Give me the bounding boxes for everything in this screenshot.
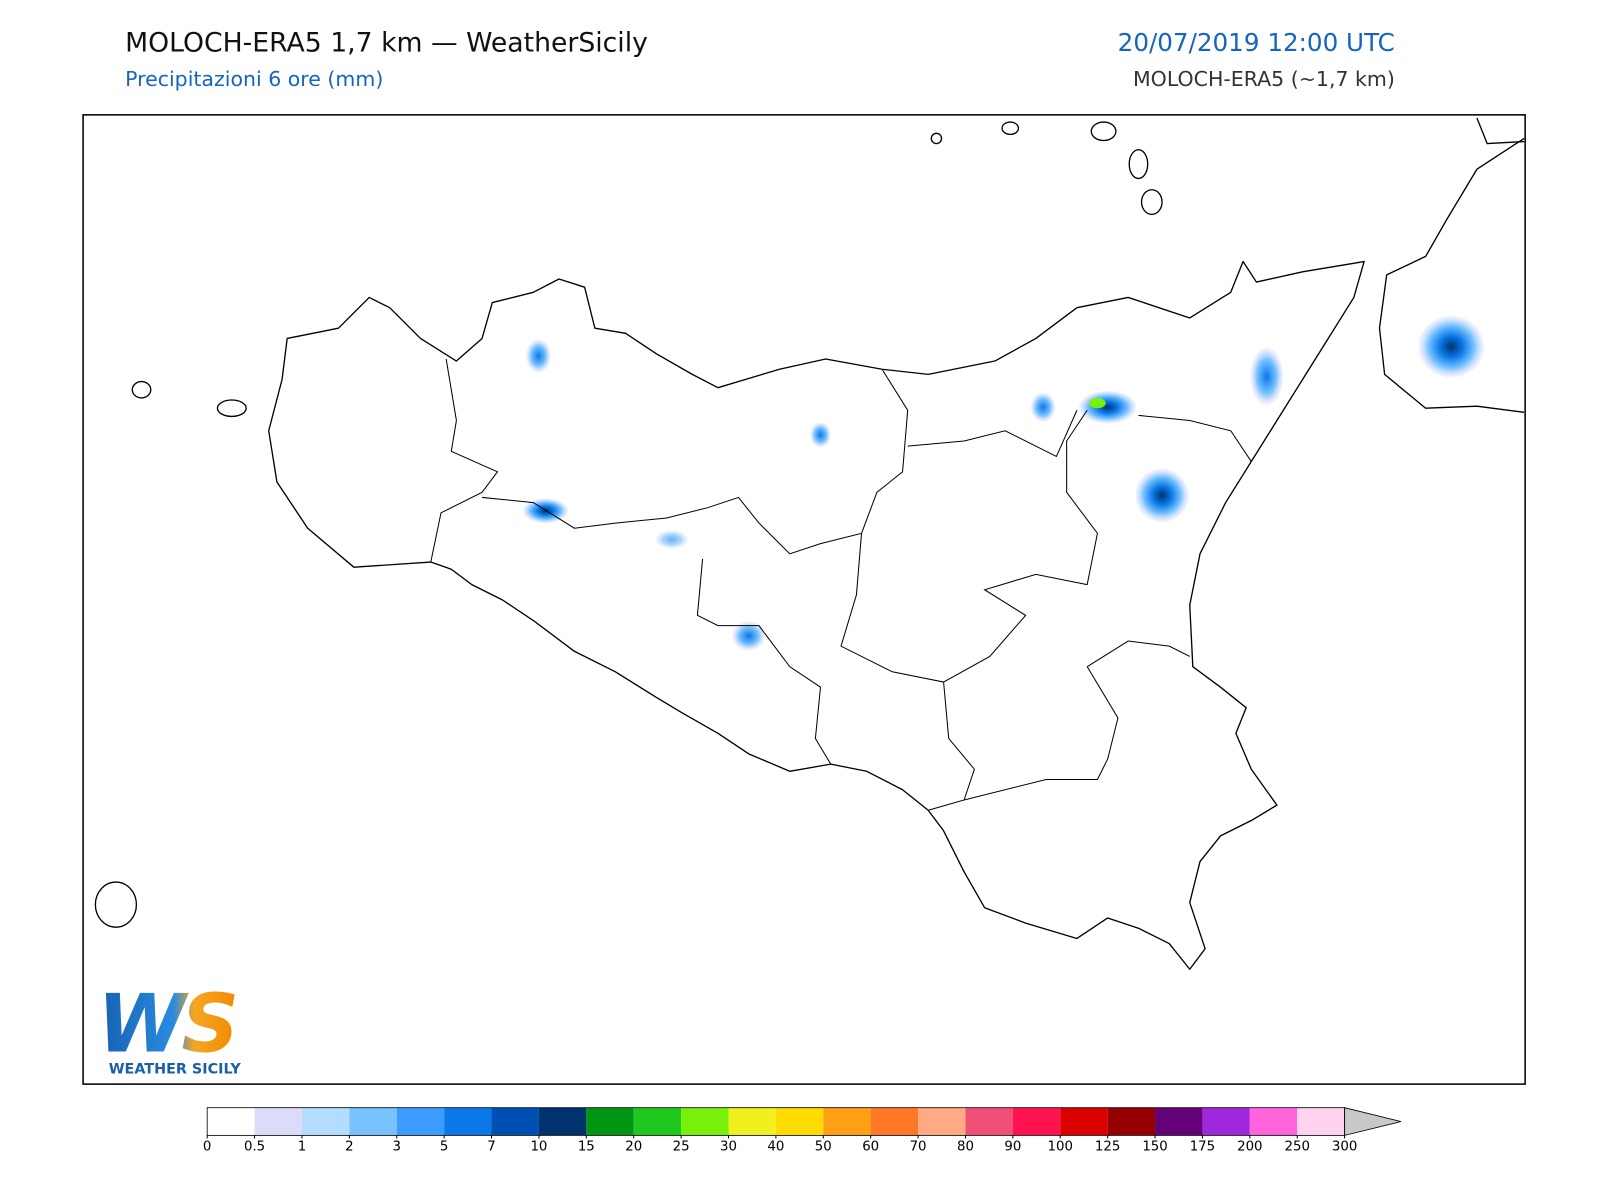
- colorbar-tick-label: 100: [1048, 1140, 1073, 1155]
- precip-peak: [1089, 397, 1106, 409]
- colorbar-segment: [586, 1107, 634, 1136]
- precip-area: [732, 621, 766, 651]
- colorbar-segment: [918, 1107, 966, 1136]
- colorbar-segment: [965, 1107, 1013, 1136]
- logo-name: WEATHER SICILY: [109, 1062, 242, 1078]
- colorbar-tick-label: 0: [203, 1140, 211, 1155]
- colorbar-tick-label: 175: [1190, 1140, 1215, 1155]
- coastline: [1476, 117, 1525, 145]
- colorbar-segment: [1202, 1107, 1250, 1136]
- colorbar-extend: [1344, 1107, 1402, 1136]
- colorbar-tick-label: 30: [720, 1140, 737, 1155]
- colorbar-tick-label: 15: [578, 1140, 595, 1155]
- colorbar: 0 0.5 1 2 3 5 7 10 15 20 25 30 40 50 60 70 80 90 100 125 150…: [203, 1107, 1402, 1155]
- colorbar-segment: [1249, 1107, 1298, 1136]
- colorbar-tick-label: 250: [1284, 1140, 1309, 1155]
- colorbar-tick-label: 20: [625, 1140, 642, 1155]
- colorbar-segment: [207, 1107, 255, 1136]
- colorbar-tick-label: 40: [767, 1140, 784, 1155]
- colorbar-segment: [1060, 1107, 1108, 1136]
- precip-area: [810, 422, 831, 448]
- subtitle: Precipitazioni 6 ore (mm): [125, 67, 383, 91]
- model-label: MOLOCH-ERA5 (~1,7 km): [1133, 67, 1395, 91]
- map-frame: [82, 114, 1526, 1085]
- precip-area: [1078, 390, 1137, 424]
- colorbar-segment: [681, 1107, 729, 1136]
- coastline: [1378, 137, 1525, 413]
- province-border: [430, 358, 1252, 811]
- colorbar-segment: [538, 1107, 587, 1136]
- colorbar-tick-label: 50: [815, 1140, 832, 1155]
- colorbar-tick-label: 60: [862, 1140, 879, 1155]
- colorbar-tick-label: 150: [1142, 1140, 1167, 1155]
- colorbar-segment: [870, 1107, 919, 1136]
- coastline: [268, 260, 1365, 970]
- colorbar-segment: [633, 1107, 682, 1136]
- logo-mark: WS: [97, 977, 235, 1070]
- islands: [94, 121, 1163, 928]
- colorbar-segment: [254, 1107, 302, 1136]
- colorbar-tick-label: 125: [1095, 1140, 1120, 1155]
- map: WS WEATHER SICILY: [82, 114, 1526, 1085]
- colorbar-tick-label: 2: [345, 1140, 353, 1155]
- colorbar-segment: [1155, 1107, 1203, 1136]
- precip-area: [1030, 392, 1056, 422]
- colorbar-tick-label: 25: [673, 1140, 690, 1155]
- title: MOLOCH-ERA5 1,7 km — WeatherSicily: [125, 28, 648, 59]
- colorbar-segment: [823, 1107, 871, 1136]
- colorbar-tick-label: 3: [393, 1140, 401, 1155]
- colorbar-tick-label: 90: [1004, 1140, 1021, 1155]
- precip-area: [1135, 468, 1189, 523]
- colorbar-segment: [301, 1107, 350, 1136]
- colorbar-tick-label: 5: [440, 1140, 448, 1155]
- colorbar-tick-label: 7: [487, 1140, 495, 1155]
- logo: WS WEATHER SICILY: [97, 977, 241, 1077]
- colorbar-segment: [1107, 1107, 1156, 1136]
- colorbar-segment: [491, 1107, 539, 1136]
- colorbar-tick-label: 10: [530, 1140, 547, 1155]
- colorbar-tick-label: 1: [298, 1140, 306, 1155]
- colorbar-tick-label: 300: [1332, 1140, 1357, 1155]
- colorbar-segment: [444, 1107, 492, 1136]
- colorbar-segment: [1012, 1107, 1061, 1136]
- precipitation: [523, 315, 1485, 651]
- colorbar-segment: [1297, 1107, 1345, 1136]
- precip-area: [655, 530, 689, 549]
- colorbar-segment: [349, 1107, 397, 1136]
- precip-area: [526, 339, 551, 373]
- colorbar-tick-label: 80: [957, 1140, 974, 1155]
- precip-area: [1418, 315, 1485, 378]
- colorbar-segment: [728, 1107, 776, 1136]
- colorbar-tick-label: 200: [1237, 1140, 1262, 1155]
- colorbar-segment: [396, 1107, 445, 1136]
- colorbar-segment: [775, 1107, 824, 1136]
- colorbar-tick-label: 0.5: [244, 1140, 265, 1155]
- colorbar-tick-label: 70: [910, 1140, 927, 1155]
- datetime: 20/07/2019 12:00 UTC: [1118, 28, 1395, 57]
- precip-area: [1250, 347, 1284, 406]
